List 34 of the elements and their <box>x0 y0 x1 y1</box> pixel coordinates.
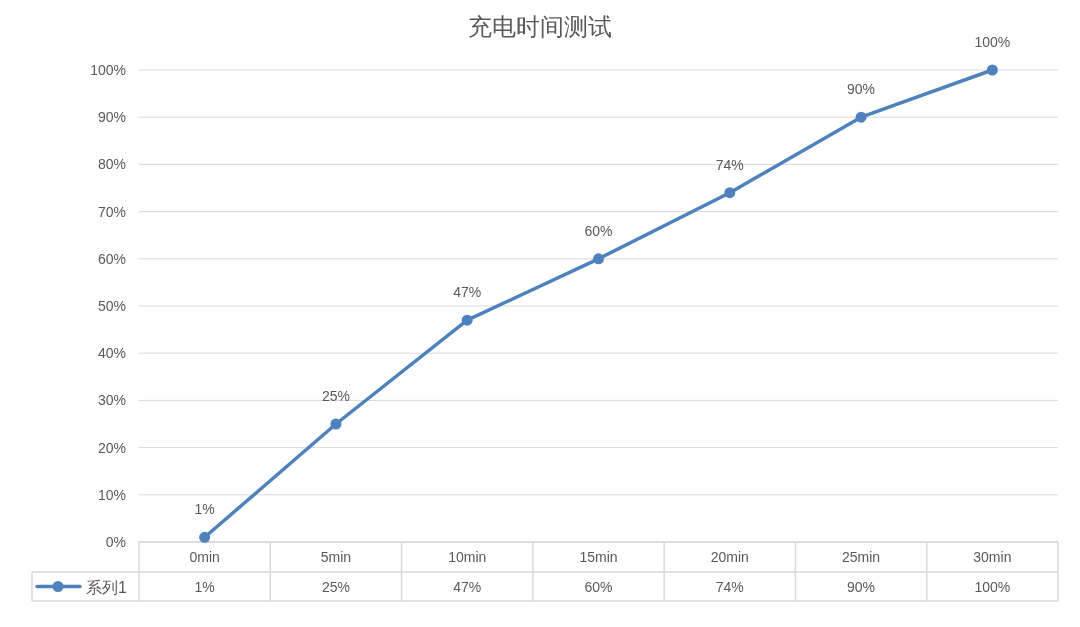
xtick: 0min <box>189 549 220 565</box>
data-label: 1% <box>194 501 215 518</box>
table-value: 100% <box>974 578 1011 595</box>
data-label: 90% <box>847 81 876 98</box>
ytick: 0% <box>105 534 126 550</box>
ytick: 40% <box>97 345 126 362</box>
ytick: 50% <box>97 298 126 314</box>
ytick: 20% <box>97 439 126 456</box>
xtick: 5min <box>320 549 352 565</box>
ytick: 100% <box>90 62 126 78</box>
ytick: 80% <box>97 156 126 173</box>
table-value: 1% <box>194 578 215 595</box>
xtick: 25min <box>842 549 881 565</box>
table-value: 74% <box>715 578 744 595</box>
ytick: 90% <box>97 109 126 126</box>
xtick: 20min <box>710 549 749 565</box>
xtick: 30min <box>973 549 1012 565</box>
legend-label: 系列1 <box>86 578 127 595</box>
table-value: 25% <box>321 578 350 595</box>
data-label: 100% <box>974 34 1011 50</box>
xtick: 15min <box>579 549 618 565</box>
ytick: 30% <box>97 392 126 409</box>
data-label: 47% <box>453 284 482 301</box>
xtick: 10min <box>448 549 487 565</box>
table-value: 90% <box>847 578 876 595</box>
ytick: 70% <box>97 203 126 220</box>
data-label: 74% <box>715 156 744 173</box>
data-label: 25% <box>321 388 350 404</box>
title: 充电时间测试 <box>468 12 612 40</box>
table-value: 47% <box>453 578 482 595</box>
table-value: 60% <box>584 578 613 595</box>
data-label: 60% <box>584 222 613 239</box>
ytick: 60% <box>97 250 126 267</box>
ytick: 10% <box>97 486 126 503</box>
